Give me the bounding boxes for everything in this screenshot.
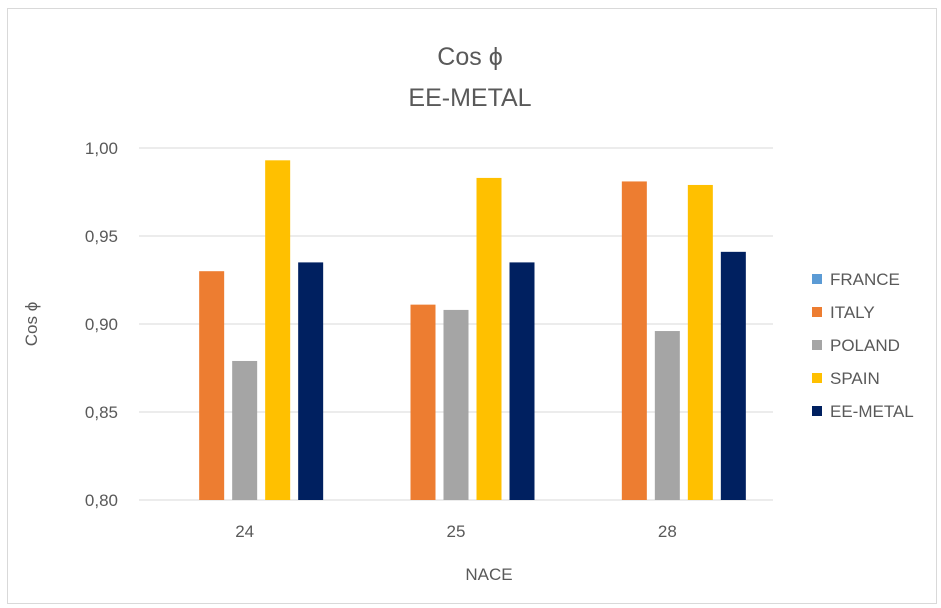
x-tick-labels: 24 25 28 (235, 522, 677, 541)
chart-subtitle: EE-METAL (408, 84, 531, 112)
x-tick-label: 24 (235, 522, 254, 541)
bar-italy-25 (410, 304, 436, 500)
legend-label-ee-metal: EE-METAL (830, 402, 914, 421)
legend-swatch-poland (812, 340, 822, 350)
bar-ee-metal-24 (298, 262, 324, 500)
legend-label-france: FRANCE (830, 270, 900, 289)
legend: FRANCE ITALY POLAND SPAIN EE-METAL (812, 270, 914, 421)
bar-poland-24 (232, 360, 258, 500)
bar-italy-28 (621, 181, 647, 500)
bar-ee-metal-28 (720, 251, 746, 500)
legend-label-poland: POLAND (830, 336, 900, 355)
legend-swatch-ee-metal (812, 406, 822, 416)
legend-label-italy: ITALY (830, 303, 875, 322)
bar-poland-28 (654, 331, 680, 500)
bar-spain-24 (265, 160, 291, 500)
x-axis-label: NACE (465, 565, 512, 584)
legend-swatch-spain (812, 373, 822, 383)
legend-swatch-italy (812, 307, 822, 317)
y-tick-label: 0,85 (85, 403, 118, 422)
chart-frame (7, 8, 937, 604)
y-tick-label: 1,00 (85, 139, 118, 158)
y-tick-label: 0,95 (85, 227, 118, 246)
bar-spain-28 (687, 184, 713, 500)
bar-italy-24 (199, 271, 225, 500)
bar-poland-25 (443, 309, 469, 500)
x-tick-label: 28 (658, 522, 677, 541)
y-tick-label: 0,80 (85, 491, 118, 510)
y-tick-labels: 0,80 0,85 0,90 0,95 1,00 (85, 139, 118, 510)
y-axis-label: Cos ϕ (22, 302, 41, 346)
x-tick-label: 25 (447, 522, 466, 541)
bars (199, 160, 746, 501)
bar-ee-metal-25 (509, 262, 535, 500)
chart-title: Cos ϕ (437, 43, 502, 71)
bar-spain-25 (476, 177, 502, 501)
y-tick-label: 0,90 (85, 315, 118, 334)
legend-label-spain: SPAIN (830, 369, 880, 388)
legend-swatch-france (812, 274, 822, 284)
